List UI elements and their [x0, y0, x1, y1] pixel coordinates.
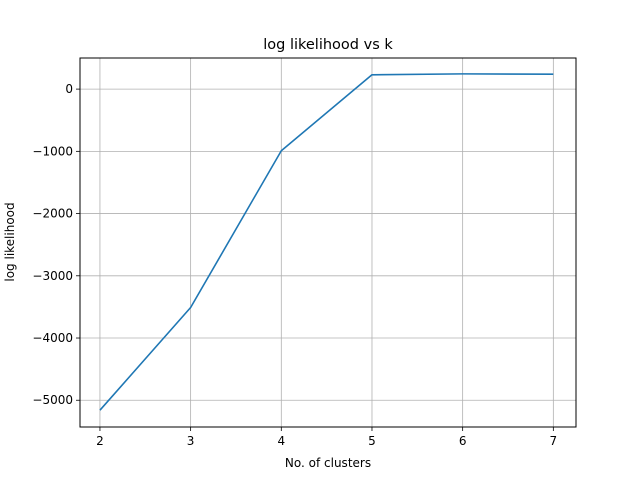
plot-frame — [79, 57, 577, 428]
y-tick-label: −3000 — [32, 269, 73, 283]
ticks: 2 3 4 5 6 7 0 −1000 −2000 −3000 −4000 −5000 — [32, 82, 557, 448]
y-axis-label: log likelihood — [3, 202, 17, 281]
x-tick-label: 2 — [96, 434, 104, 448]
x-tick-label: 3 — [187, 434, 195, 448]
x-tick-label: 7 — [550, 434, 558, 448]
x-tick-label: 6 — [459, 434, 467, 448]
series-line — [99, 73, 554, 411]
y-tick-label: −2000 — [32, 207, 73, 221]
x-tick-label: 5 — [368, 434, 376, 448]
x-axis-label: No. of clusters — [285, 456, 371, 470]
y-tick-label: −5000 — [32, 393, 73, 407]
chart-title: log likelihood vs k — [263, 37, 393, 53]
y-tick-label: 0 — [65, 82, 73, 96]
series-layer — [99, 73, 554, 411]
y-tick-label: −1000 — [32, 144, 73, 158]
x-tick-label: 4 — [277, 434, 285, 448]
y-tick-label: −4000 — [32, 331, 73, 345]
plot-background — [80, 58, 576, 427]
